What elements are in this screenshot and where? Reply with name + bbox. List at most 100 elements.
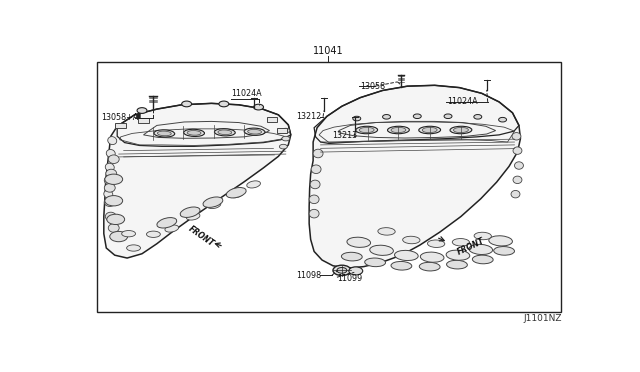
Circle shape	[444, 114, 452, 119]
Ellipse shape	[511, 190, 520, 198]
Ellipse shape	[122, 231, 136, 237]
Ellipse shape	[157, 131, 172, 136]
Ellipse shape	[419, 126, 440, 134]
Ellipse shape	[203, 197, 223, 208]
Circle shape	[219, 101, 229, 107]
Bar	[277, 128, 287, 133]
Text: 11041: 11041	[313, 46, 343, 56]
Text: FRONT: FRONT	[187, 224, 216, 248]
Text: FRONT: FRONT	[456, 236, 486, 257]
Ellipse shape	[370, 245, 394, 256]
Ellipse shape	[422, 128, 437, 132]
Circle shape	[107, 214, 125, 225]
Ellipse shape	[512, 132, 521, 140]
Ellipse shape	[104, 183, 115, 192]
Ellipse shape	[186, 213, 200, 220]
Ellipse shape	[474, 232, 492, 240]
Ellipse shape	[515, 162, 524, 169]
Circle shape	[280, 144, 287, 149]
Ellipse shape	[147, 231, 161, 237]
Ellipse shape	[452, 238, 470, 246]
Ellipse shape	[108, 137, 116, 145]
Ellipse shape	[513, 176, 522, 183]
Circle shape	[105, 196, 123, 206]
Circle shape	[110, 231, 127, 242]
Text: 11099: 11099	[337, 275, 362, 283]
Bar	[115, 123, 126, 128]
Ellipse shape	[472, 255, 493, 264]
Text: 13212: 13212	[296, 112, 321, 121]
Text: 11024A: 11024A	[447, 97, 477, 106]
Circle shape	[383, 115, 390, 119]
Circle shape	[182, 101, 191, 107]
Ellipse shape	[365, 258, 385, 267]
Ellipse shape	[489, 236, 513, 246]
Ellipse shape	[341, 252, 362, 261]
Ellipse shape	[247, 181, 260, 188]
Ellipse shape	[359, 128, 374, 132]
Bar	[138, 118, 149, 123]
Ellipse shape	[394, 250, 418, 260]
Text: J1101NZ: J1101NZ	[524, 314, 562, 323]
Ellipse shape	[391, 262, 412, 270]
Ellipse shape	[347, 237, 371, 247]
Circle shape	[474, 115, 482, 119]
Ellipse shape	[207, 202, 221, 209]
Ellipse shape	[403, 236, 420, 244]
Ellipse shape	[108, 224, 119, 232]
Circle shape	[353, 116, 361, 121]
Ellipse shape	[184, 129, 204, 137]
Ellipse shape	[180, 207, 200, 217]
Text: 13213: 13213	[332, 131, 357, 140]
Ellipse shape	[106, 150, 115, 157]
Polygon shape	[309, 85, 520, 268]
Ellipse shape	[187, 131, 201, 135]
Ellipse shape	[165, 225, 179, 232]
Ellipse shape	[244, 128, 265, 135]
Ellipse shape	[493, 247, 515, 255]
Ellipse shape	[229, 190, 243, 198]
Ellipse shape	[104, 190, 113, 198]
Ellipse shape	[469, 244, 493, 254]
Ellipse shape	[378, 228, 395, 235]
Ellipse shape	[447, 260, 467, 269]
Text: ■: ■	[136, 114, 141, 119]
Ellipse shape	[154, 130, 175, 137]
Circle shape	[413, 114, 421, 119]
Circle shape	[137, 108, 147, 113]
Polygon shape	[104, 103, 291, 258]
Bar	[97, 62, 561, 312]
Ellipse shape	[108, 155, 119, 164]
Ellipse shape	[106, 169, 116, 178]
Ellipse shape	[420, 252, 444, 262]
Circle shape	[333, 265, 351, 276]
Ellipse shape	[106, 212, 116, 221]
Ellipse shape	[419, 262, 440, 271]
Text: 13058: 13058	[360, 82, 385, 91]
Ellipse shape	[356, 126, 378, 134]
Text: 13058+A: 13058+A	[101, 113, 138, 122]
Circle shape	[499, 118, 507, 122]
Ellipse shape	[428, 240, 445, 247]
Ellipse shape	[227, 187, 246, 198]
Circle shape	[105, 174, 123, 185]
Ellipse shape	[309, 209, 319, 218]
Ellipse shape	[127, 245, 141, 251]
Ellipse shape	[310, 180, 320, 189]
Ellipse shape	[513, 147, 522, 154]
Ellipse shape	[248, 129, 262, 134]
Circle shape	[282, 136, 290, 141]
Ellipse shape	[313, 149, 323, 158]
Text: 11098: 11098	[296, 271, 321, 280]
Bar	[268, 116, 277, 122]
Circle shape	[337, 267, 347, 273]
Circle shape	[253, 104, 264, 110]
Ellipse shape	[454, 128, 468, 132]
Ellipse shape	[104, 177, 113, 185]
Ellipse shape	[311, 165, 321, 173]
Ellipse shape	[104, 198, 115, 206]
Ellipse shape	[450, 126, 472, 134]
Ellipse shape	[388, 126, 410, 134]
Circle shape	[349, 267, 363, 275]
Ellipse shape	[218, 130, 232, 135]
